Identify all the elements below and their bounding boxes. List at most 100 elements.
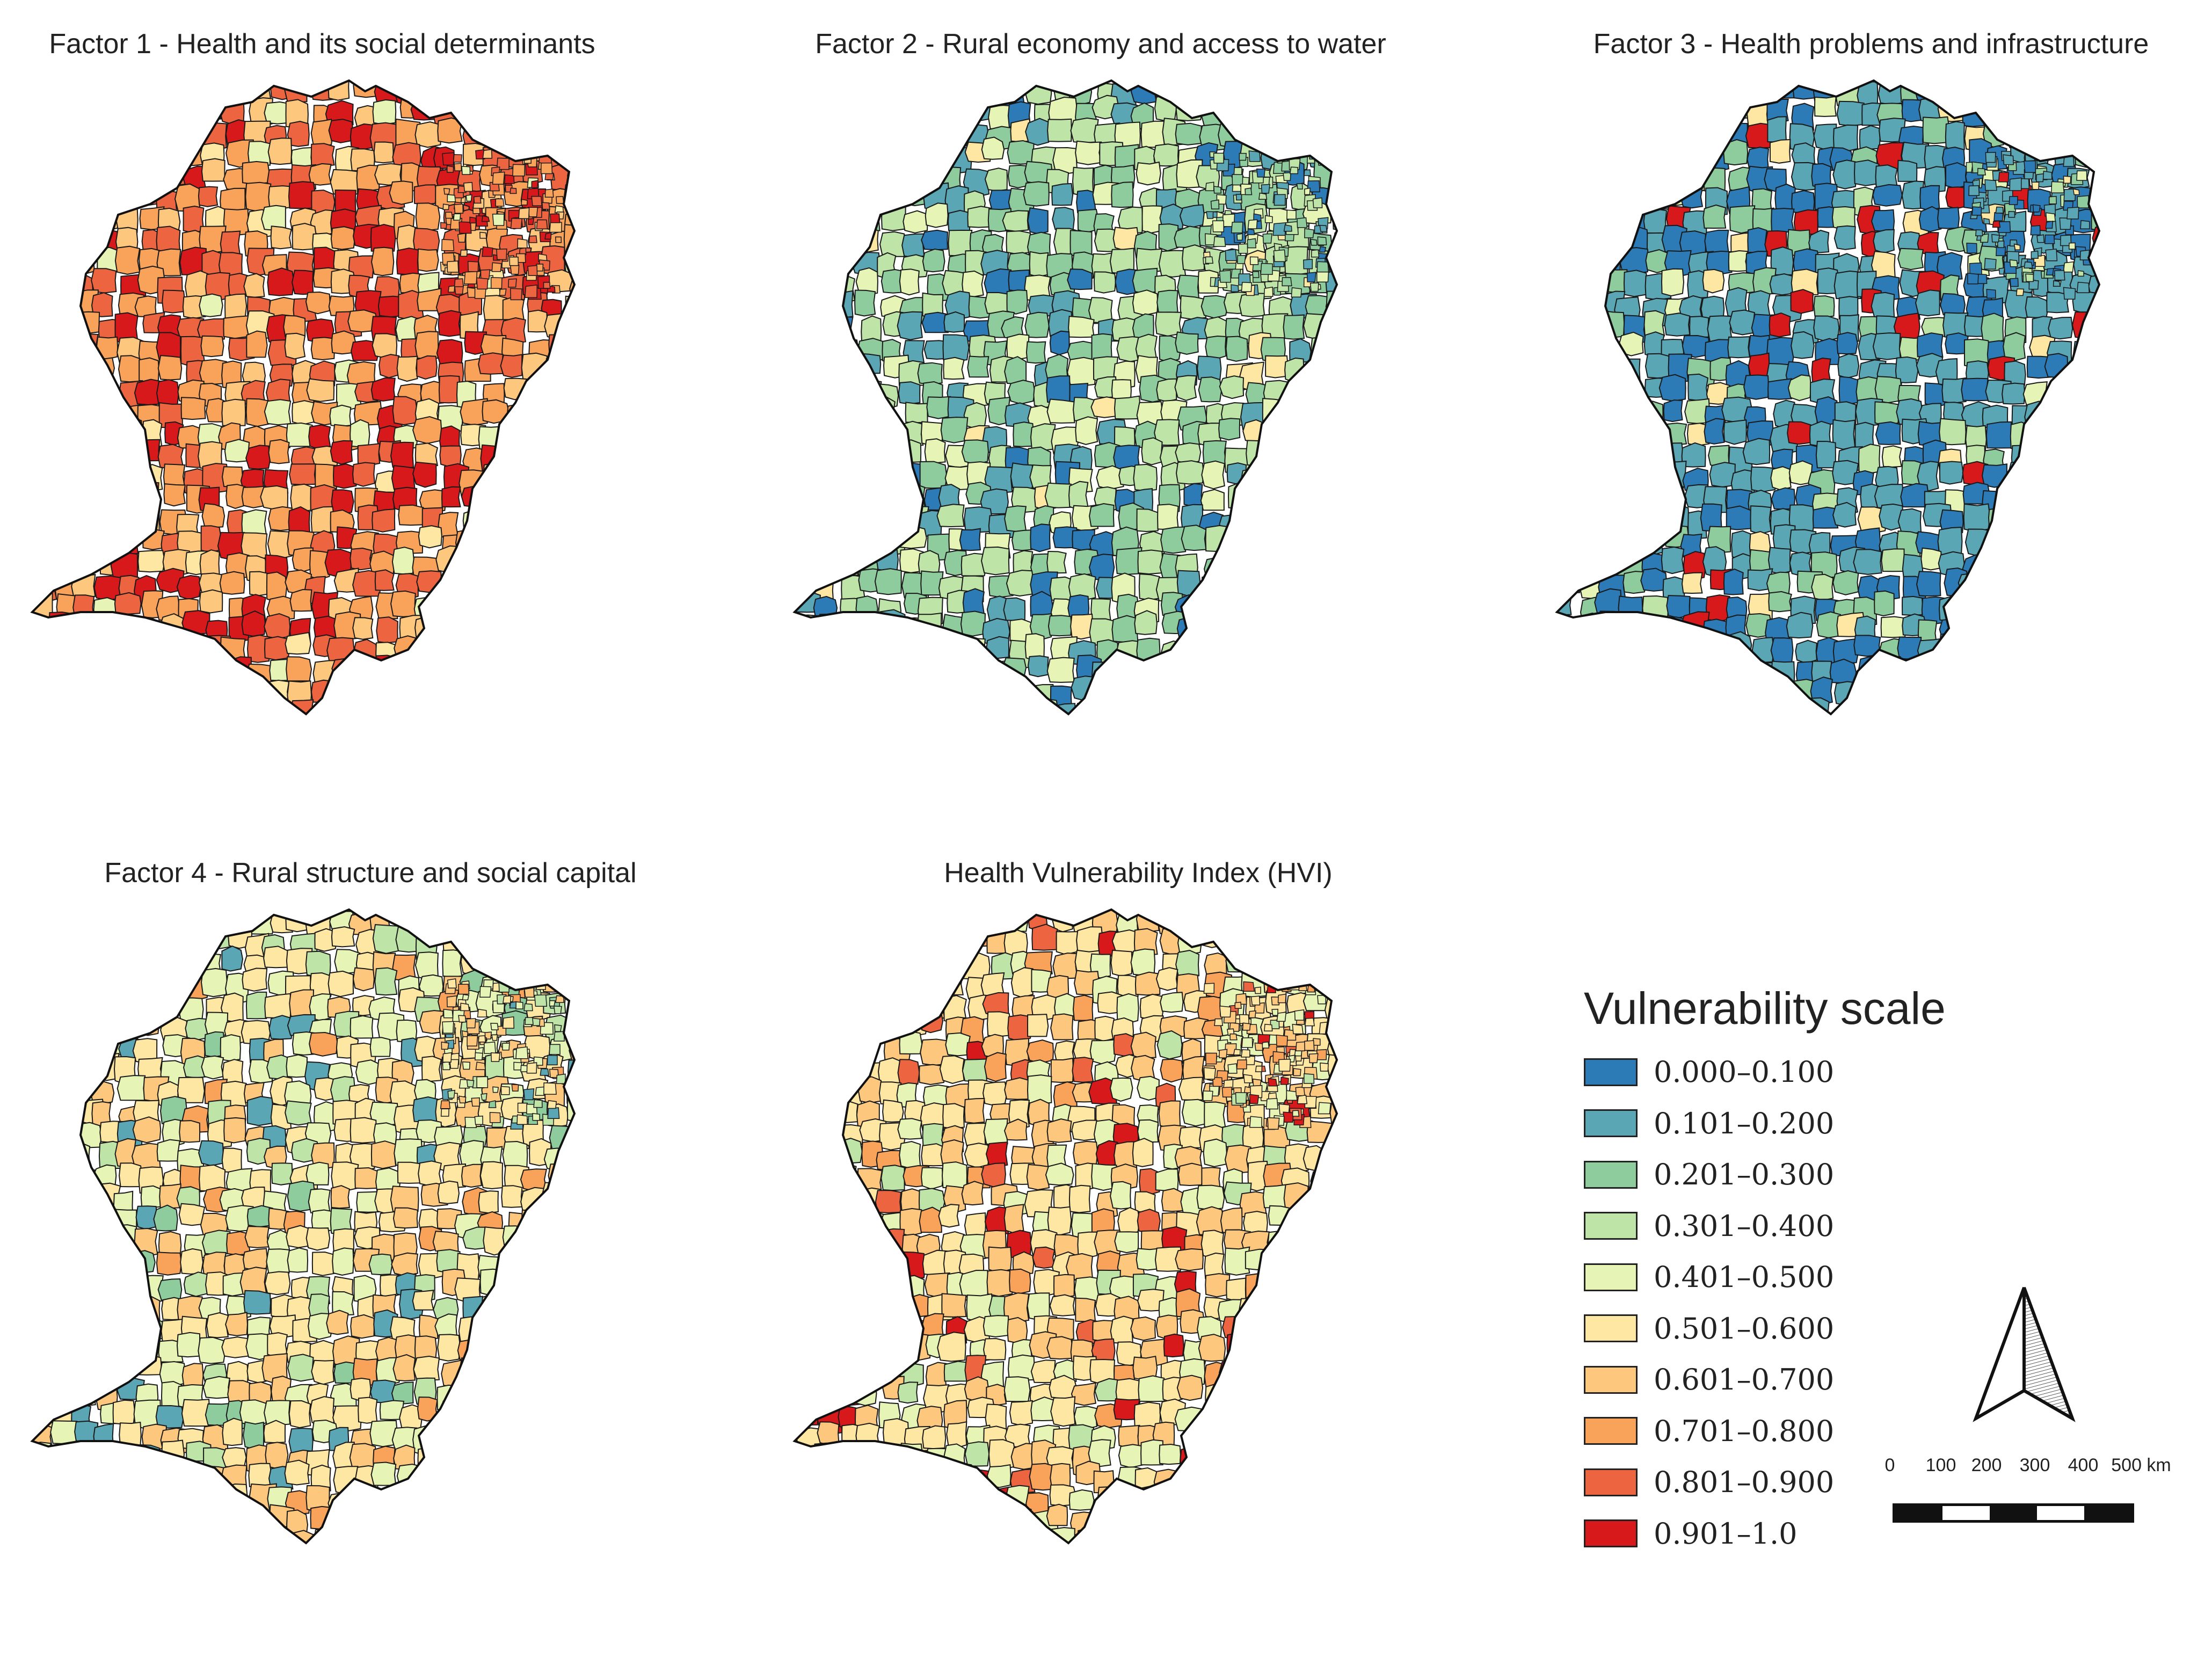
- municipality-region: [1243, 1443, 1271, 1470]
- municipality-region: [479, 1444, 509, 1467]
- municipality-region: [201, 503, 225, 528]
- municipality-region: [440, 1399, 469, 1422]
- municipality-region: [860, 967, 885, 994]
- municipality-region: [2044, 353, 2069, 379]
- municipality-region: [328, 970, 354, 998]
- municipality-region: [875, 483, 903, 506]
- municipality-region: [1306, 272, 1316, 282]
- municipality-region: [1221, 98, 1251, 125]
- municipality-region: [1205, 1052, 1217, 1065]
- municipality-region: [817, 1483, 840, 1507]
- municipality-region: [569, 1204, 574, 1233]
- municipality-region: [136, 1444, 162, 1472]
- municipality-region: [1769, 273, 1795, 296]
- municipality-region: [1047, 118, 1072, 142]
- municipality-region: [137, 927, 159, 950]
- municipality-region: [1791, 331, 1815, 359]
- municipality-region: [1920, 547, 1942, 571]
- municipality-region: [1261, 1041, 1270, 1049]
- municipality-region: [544, 1275, 572, 1303]
- municipality-region: [1665, 634, 1689, 661]
- municipality-region: [2077, 270, 2084, 277]
- municipality-region: [522, 1461, 551, 1489]
- municipality-region: [1175, 1489, 1200, 1514]
- municipality-region: [1262, 1342, 1291, 1369]
- municipality-region: [1047, 615, 1072, 637]
- municipality-region: [92, 967, 121, 988]
- municipality-region: [442, 152, 455, 166]
- municipality-region: [834, 446, 858, 474]
- municipality-region: [94, 1009, 114, 1038]
- municipality-region: [77, 396, 104, 421]
- municipality-region: [375, 1357, 400, 1386]
- municipality-region: [795, 1446, 817, 1471]
- municipality-region: [858, 1526, 885, 1543]
- municipality-region: [1249, 256, 1259, 265]
- municipality-region: [1687, 373, 1709, 401]
- municipality-region: [521, 352, 548, 382]
- municipality-region: [810, 1224, 834, 1248]
- municipality-region: [458, 1377, 481, 1405]
- municipality-region: [1274, 194, 1286, 206]
- municipality-region: [510, 288, 522, 301]
- municipality-region: [2067, 207, 2079, 220]
- municipality-region: [1308, 377, 1334, 406]
- municipality-region: [2067, 485, 2091, 516]
- municipality-region: [1837, 353, 1860, 379]
- municipality-region: [1656, 96, 1681, 121]
- municipality-region: [874, 568, 902, 595]
- municipality-region: [1901, 704, 1932, 714]
- municipality-region: [1998, 172, 2010, 183]
- municipality-region: [2054, 418, 2075, 447]
- municipality-region: [1114, 395, 1141, 420]
- municipality-region: [521, 199, 528, 206]
- municipality-region: [986, 704, 1014, 714]
- municipality-region: [55, 311, 84, 337]
- municipality-region: [332, 1291, 354, 1316]
- municipality-region: [1175, 442, 1202, 464]
- municipality-region: [1140, 1439, 1164, 1466]
- municipality-region: [399, 681, 420, 707]
- municipality-region: [525, 929, 552, 956]
- municipality-region: [1662, 485, 1684, 513]
- municipality-region: [501, 548, 529, 572]
- municipality-region: [1090, 396, 1118, 418]
- municipality-region: [72, 1226, 97, 1254]
- map-title-factor3: Factor 3 - Health problems and infrastru…: [1593, 28, 2149, 60]
- municipality-region: [855, 1422, 880, 1448]
- municipality-region: [570, 115, 574, 144]
- municipality-region: [923, 81, 951, 103]
- municipality-region: [1010, 462, 1034, 491]
- municipality-region: [502, 1511, 530, 1541]
- municipality-region: [1219, 375, 1245, 399]
- municipality-region: [2031, 181, 2040, 190]
- municipality-region: [2049, 81, 2071, 109]
- municipality-region: [368, 699, 393, 714]
- municipality-region: [1305, 1353, 1328, 1380]
- municipality-region: [2036, 173, 2044, 183]
- municipality-region: [1258, 192, 1268, 200]
- municipality-region: [1558, 417, 1583, 443]
- legend-swatch: [1584, 1160, 1638, 1189]
- municipality-region: [93, 597, 119, 620]
- municipality-region: [1282, 103, 1308, 127]
- municipality-region: [78, 910, 103, 929]
- municipality-region: [566, 354, 574, 383]
- municipality-region: [71, 81, 91, 100]
- municipality-region: [564, 1427, 574, 1450]
- municipality-region: [1205, 616, 1227, 642]
- municipality-region: [857, 1487, 883, 1513]
- municipality-region: [796, 294, 822, 321]
- municipality-region: [477, 1380, 501, 1409]
- municipality-region: [245, 445, 271, 470]
- municipality-region: [98, 504, 126, 536]
- municipality-region: [850, 1358, 874, 1383]
- municipality-region: [1328, 335, 1337, 361]
- municipality-region: [519, 554, 545, 580]
- municipality-region: [1240, 506, 1265, 535]
- municipality-region: [1557, 660, 1576, 685]
- municipality-region: [527, 265, 538, 276]
- municipality-region: [52, 487, 79, 514]
- municipality-region: [811, 119, 839, 148]
- municipality-region: [136, 677, 161, 704]
